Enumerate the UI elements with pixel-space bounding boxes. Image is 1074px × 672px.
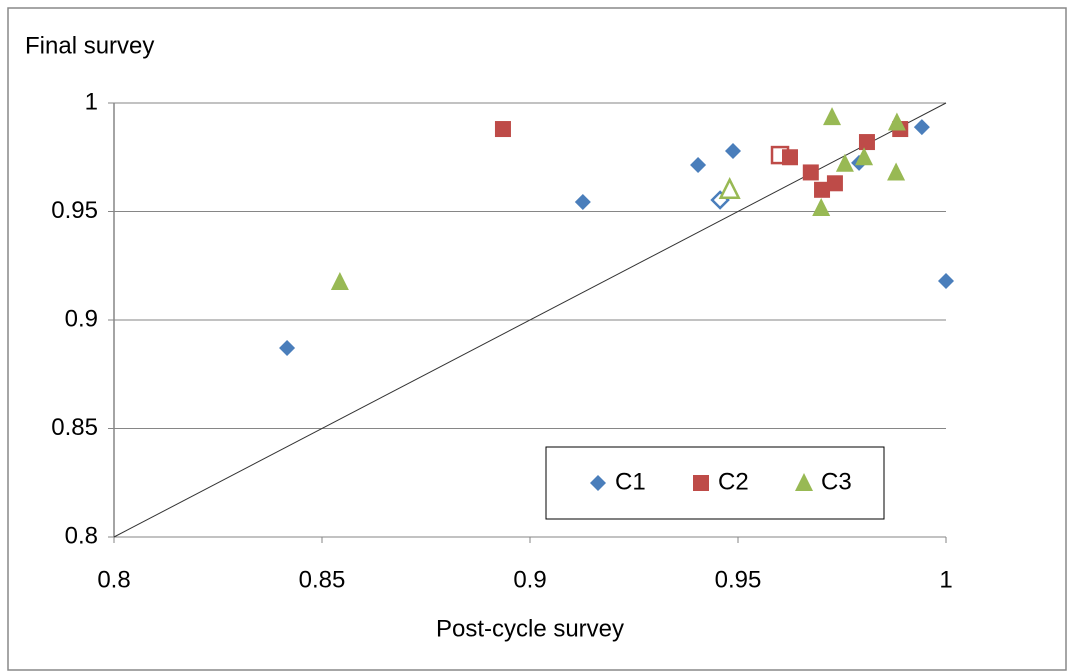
scatter-point (823, 107, 842, 126)
scatter-point (690, 157, 707, 174)
scatter-point (826, 175, 843, 192)
y-tick-label: 0.85 (51, 414, 98, 441)
y-tick-label: 0.9 (65, 305, 98, 332)
x-tick-label: 0.9 (513, 566, 546, 593)
scatter-point (330, 272, 349, 291)
y-tick-label: 0.8 (65, 522, 98, 549)
x-axis-title: Post-cycle survey (436, 615, 624, 642)
scatter-point (887, 162, 906, 181)
scatter-point (835, 153, 854, 172)
scatter-point (494, 121, 511, 138)
scatter-point (574, 193, 591, 210)
scatter-point (887, 112, 906, 131)
scatter-point (855, 147, 874, 166)
x-tick-label: 0.95 (715, 566, 762, 593)
scatter-point (938, 272, 954, 289)
y-tick-label: 0.95 (51, 197, 98, 224)
y-tick-label: 1 (85, 88, 98, 115)
legend-marker (795, 473, 813, 491)
scatter-point (858, 134, 875, 151)
legend-marker (590, 475, 606, 491)
legend-marker (693, 475, 709, 491)
scatter-point (802, 164, 819, 181)
scatter-point (782, 149, 798, 166)
scatter-point (718, 177, 741, 200)
scatter-point (725, 142, 742, 159)
legend-label: C2 (718, 468, 749, 495)
x-tick-label: 0.8 (97, 566, 130, 593)
chart-frame (7, 7, 1067, 671)
scatter-point (812, 198, 831, 217)
legend-label: C1 (615, 468, 646, 495)
scatter-point (913, 119, 930, 136)
y-axis-title: Final survey (25, 32, 154, 59)
x-tick-label: 1 (939, 566, 952, 593)
scatter-point (279, 339, 296, 356)
x-tick-label: 0.85 (299, 566, 346, 593)
legend-label: C3 (821, 468, 852, 495)
scatter-point (814, 181, 831, 198)
